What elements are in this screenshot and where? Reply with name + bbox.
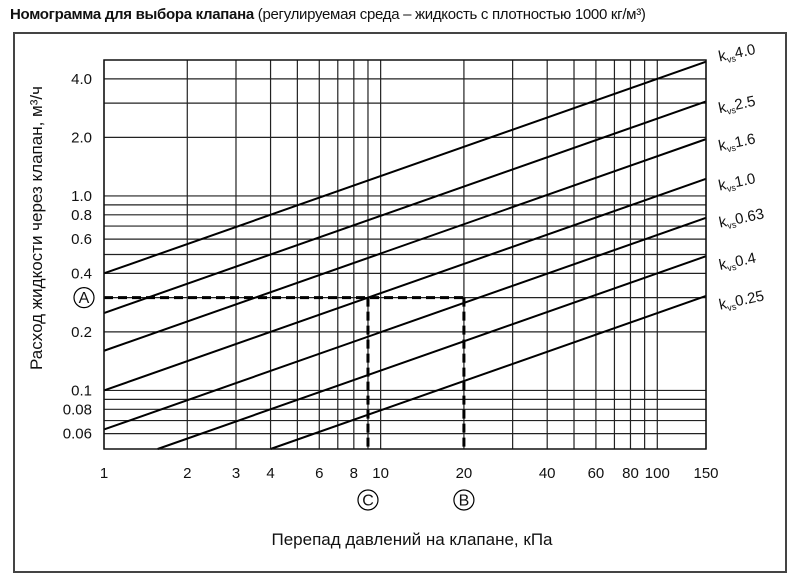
y-tick-label: 0.2 (71, 324, 92, 341)
series-line-kvs-1.6 (103, 138, 707, 352)
y-tick-label: 4.0 (71, 71, 92, 88)
x-tick-label: 40 (539, 465, 556, 482)
series-line-kvs-0.63 (103, 216, 707, 431)
plot-border (103, 59, 707, 450)
series-label-sub: vs (726, 262, 737, 274)
x-tick-label: 100 (645, 465, 670, 482)
annotation-label-C: C (362, 493, 374, 510)
series-line-kvs-2.5 (103, 100, 707, 314)
y-tick-label: 0.6 (71, 231, 92, 248)
series-label-value: 0.63 (734, 205, 766, 228)
x-tick-label: 3 (232, 465, 240, 482)
x-tick-label: 150 (693, 465, 718, 482)
series-label-value: 1.0 (733, 170, 757, 191)
guide-lines (104, 296, 466, 449)
y-tick-label: 2.0 (71, 129, 92, 146)
chart-title-bold: Номограмма для выбора клапана (10, 6, 254, 23)
series-label-value: 1.6 (733, 130, 757, 151)
y-axis-label: Расход жидкости через клапан, м³/ч (27, 86, 46, 370)
series-label: kvs1.0 (717, 170, 757, 195)
y-tick-label: 0.4 (71, 265, 92, 282)
x-tick-label: 6 (315, 465, 323, 482)
y-tick-labels: 4.0 2.0 1.0 0.8 0.6 0.4 0.2 0.1 0.08 0.06 (63, 71, 92, 443)
series-label-value: 4.0 (733, 41, 757, 62)
series-label-sub: vs (726, 105, 737, 117)
annotation-label-A: A (79, 290, 90, 307)
series-label: kvs0.63 (717, 205, 765, 232)
annotation-label-B: B (459, 493, 470, 510)
series-label: kvs0.25 (717, 287, 765, 314)
x-tick-label: 1 (100, 465, 108, 482)
series-label-k: k (717, 47, 728, 65)
series-label-sub: vs (726, 301, 737, 313)
annotations: A C B (73, 287, 475, 511)
series-label-k: k (717, 295, 728, 313)
series-label-value: 2.5 (733, 93, 757, 114)
series-labels: kvs4.0kvs2.5kvs1.6kvs1.0kvs0.63kvs0.4kvs… (717, 41, 766, 314)
series-line-kvs-4.0 (103, 60, 707, 275)
series-label: kvs4.0 (717, 41, 757, 66)
annotation-circle-C (357, 489, 379, 511)
y-tick-label: 0.8 (71, 207, 92, 224)
x-tick-label: 8 (350, 465, 358, 482)
series-line-kvs-0.25 (270, 294, 707, 450)
x-tick-labels: 1 2 3 4 6 8 10 20 40 60 80 100 150 (100, 465, 719, 482)
series-label-k: k (717, 137, 728, 155)
annotation-circle-B (453, 489, 475, 511)
series-label-value: 0.4 (734, 250, 758, 271)
chart-title: Номограмма для выбора клапана (регулируе… (10, 6, 646, 23)
x-tick-label: 2 (183, 465, 191, 482)
series-label-k: k (717, 176, 728, 194)
series-label-sub: vs (726, 143, 737, 155)
series-label-k: k (717, 213, 728, 231)
series-label: kvs1.6 (717, 130, 757, 155)
chart-title-rest: (регулируемая среда – жидкость с плотнос… (253, 6, 646, 23)
series-lines (103, 60, 707, 450)
grid (103, 60, 707, 449)
y-tick-label: 0.1 (71, 382, 92, 399)
chart-frame (13, 32, 787, 573)
annotation-circle-A (73, 287, 95, 309)
y-tick-label: 1.0 (71, 188, 92, 205)
series-line-kvs-1.0 (103, 177, 707, 392)
x-tick-label: 4 (266, 465, 274, 482)
series-label: kvs2.5 (717, 93, 757, 118)
series-label-sub: vs (726, 53, 737, 65)
series-label-sub: vs (726, 182, 737, 194)
series-label-sub: vs (726, 219, 737, 231)
series-line-kvs-0.4 (157, 255, 707, 450)
y-tick-label: 0.08 (63, 401, 92, 418)
x-tick-label: 10 (372, 465, 389, 482)
x-tick-label: 60 (588, 465, 605, 482)
series-label-k: k (717, 256, 728, 274)
x-tick-label: 80 (622, 465, 639, 482)
series-label-value: 0.25 (734, 287, 766, 310)
x-tick-label: 20 (456, 465, 473, 482)
x-axis-label: Перепад давлений на клапане, кПа (271, 530, 553, 549)
series-label: kvs0.4 (717, 250, 757, 275)
y-tick-label: 0.06 (63, 426, 92, 443)
series-label-k: k (717, 99, 728, 117)
